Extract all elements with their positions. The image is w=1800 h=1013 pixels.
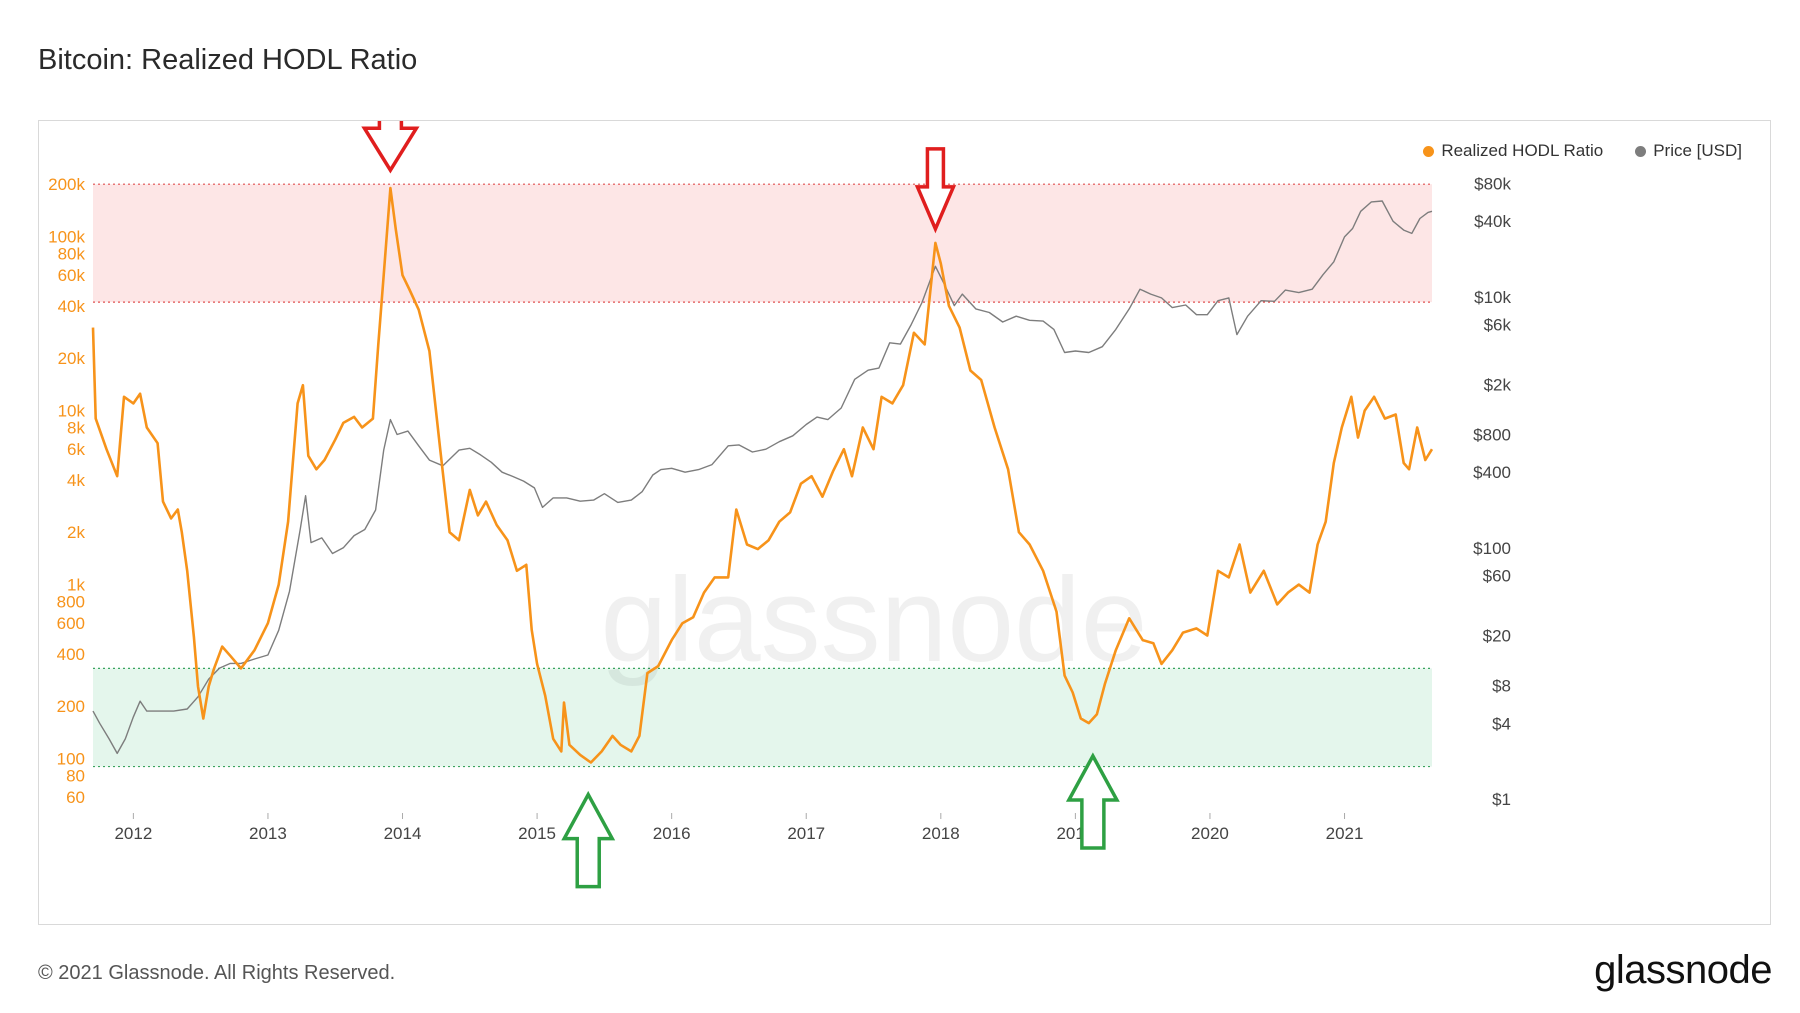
chart-svg: glassnode 200k100k80k60k40k20k10k8k6k4k2…	[48, 121, 1511, 889]
price-series-line	[92, 200, 1433, 755]
y-right-tick-label: $40k	[1474, 212, 1511, 231]
y-left-tick-label: 200	[57, 697, 85, 716]
y-right-tick-label: $10k	[1474, 288, 1511, 307]
legend-price-dot	[1635, 145, 1647, 157]
y-left-tick-label: 60k	[58, 266, 86, 285]
y-left-tick-label: 80k	[58, 244, 86, 263]
x-tick-label: 2020	[1191, 824, 1229, 843]
y-left-tick-label: 60	[66, 788, 85, 807]
y-left-tick-label: 6k	[67, 440, 85, 459]
x-tick-label: 2018	[922, 824, 960, 843]
y-left-tick-label: 1k	[67, 576, 85, 595]
x-tick-label: 2014	[384, 824, 422, 843]
y-right-tick-label: $4	[1492, 714, 1511, 733]
y-left-tick-label: 600	[57, 614, 85, 633]
y-right-tick-label: $1	[1492, 790, 1511, 809]
x-tick-label: 2013	[249, 824, 287, 843]
y-right-tick-label: $80k	[1474, 174, 1511, 193]
y-left-tick-label: 100k	[48, 228, 85, 247]
up-arrow-icon	[1065, 752, 1120, 850]
y-right-tick-label: $8	[1492, 676, 1511, 695]
y-left-tick-label: 100	[57, 750, 85, 769]
down-arrow-icon	[914, 147, 957, 234]
y-left-tick-label: 8k	[67, 418, 85, 437]
x-tick-label: 2015	[518, 824, 556, 843]
y-right-tick-label: $2k	[1484, 376, 1512, 395]
y-left-tick-label: 200k	[48, 175, 85, 194]
y-left-tick-label: 20k	[58, 349, 86, 368]
y-left-tick-label: 10k	[58, 402, 86, 421]
y-left-tick-label: 2k	[67, 523, 85, 542]
legend-item-price[interactable]: Price [USD]	[1635, 141, 1742, 161]
y-right-tick-label: $6k	[1484, 316, 1512, 335]
buy-zone	[93, 668, 1432, 767]
down-arrow-icon	[361, 121, 420, 174]
y-right-tick-label: $100	[1473, 539, 1511, 558]
watermark: glassnode	[600, 553, 1147, 687]
x-tick-label: 2012	[114, 824, 152, 843]
hodl-ratio-series-line	[91, 186, 1434, 764]
y-right-tick-label: $400	[1473, 463, 1511, 482]
y-right-tick-label: $60	[1483, 567, 1511, 586]
up-arrow-icon	[561, 790, 616, 889]
annotation-arrows	[361, 121, 1120, 889]
sell-zone	[93, 184, 1432, 303]
legend-hodl-dot	[1423, 145, 1435, 157]
series-lines	[91, 186, 1434, 764]
legend-price-label: Price [USD]	[1653, 141, 1742, 160]
legend-hodl-label: Realized HODL Ratio	[1441, 141, 1604, 160]
y-left-tick-label: 80	[66, 766, 85, 785]
y-right-tick-label: $800	[1473, 425, 1511, 444]
chart-title: Bitcoin: Realized HODL Ratio	[38, 44, 418, 76]
copyright-footer: © 2021 Glassnode. All Rights Reserved.	[38, 962, 396, 984]
zone-bands	[93, 183, 1432, 768]
x-tick-label: 2016	[653, 824, 691, 843]
x-tick-label: 2017	[787, 824, 825, 843]
y-left-tick-label: 40k	[58, 297, 86, 316]
x-tick-label: 2021	[1326, 824, 1364, 843]
chart-panel: glassnode 200k 100k 80k 60k 40k 20k 10k 8k 6k 4k 2…	[38, 120, 1771, 925]
legend-item-hodl[interactable]: Realized HODL Ratio	[1423, 141, 1603, 161]
brand-logo[interactable]: glassnode	[1594, 948, 1772, 992]
legend: Realized HODL Ratio Price [USD]	[1423, 141, 1742, 161]
y-left-tick-label: 4k	[67, 471, 85, 490]
y-left-tick-label: 400	[57, 645, 85, 664]
y-left-tick-label: 800	[57, 592, 85, 611]
y-right-tick-label: $20	[1483, 627, 1511, 646]
